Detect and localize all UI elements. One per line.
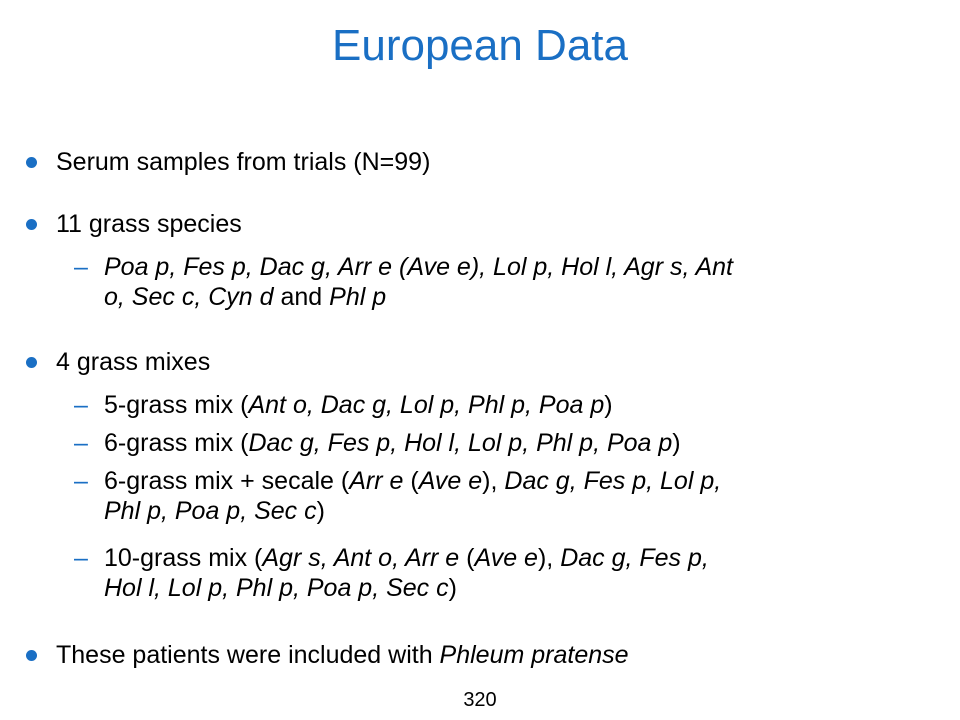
- dash-bullet-icon: –: [74, 429, 88, 457]
- bullet-text: 11 grass species: [56, 209, 242, 239]
- sub-bullet-line: Phl p, Poa p, Sec c): [104, 496, 721, 526]
- italic-text-segment: o, Sec c, Cyn d: [104, 283, 274, 311]
- dash-bullet-icon: –: [74, 467, 88, 495]
- text-segment: and: [273, 283, 330, 311]
- slide-title: European Data: [332, 21, 628, 70]
- italic-text-segment: Ave e: [418, 467, 483, 495]
- text-segment: ): [604, 391, 613, 419]
- dash-bullet-icon: –: [74, 391, 88, 419]
- dash-bullet-icon: –: [74, 544, 88, 572]
- italic-text-segment: Ave e: [474, 544, 538, 572]
- sub-bullet-text: 5-grass mix (Ant o, Dac g, Lol p, Phl p,…: [104, 390, 613, 420]
- sub-bullet-line: 6-grass mix (Dac g, Fes p, Hol l, Lol p,…: [104, 428, 681, 458]
- sub-bullet-line: 5-grass mix (Ant o, Dac g, Lol p, Phl p,…: [104, 390, 613, 420]
- text-segment: 10-grass mix (: [104, 544, 263, 572]
- sub-bullet-line: 10-grass mix (Agr s, Ant o, Arr e (Ave e…: [104, 543, 709, 573]
- bullet-dot-icon: [26, 357, 37, 368]
- italic-text-segment: Hol l, Lol p, Phl p, Poa p, Sec c: [104, 574, 449, 602]
- sub-bullet-text: 10-grass mix (Agr s, Ant o, Arr e (Ave e…: [104, 543, 709, 603]
- italic-text-segment: Poa p, Fes p, Dac g, Arr e (Ave e), Lol …: [104, 253, 733, 281]
- sub-bullet-line: o, Sec c, Cyn d and Phl p: [104, 282, 733, 312]
- italic-text-segment: Phl p: [329, 283, 387, 311]
- text-segment: (: [403, 467, 419, 495]
- page-number: 320: [463, 689, 497, 711]
- text-segment: (: [459, 544, 475, 572]
- italic-text-segment: Dac g, Fes p,: [560, 544, 709, 572]
- italic-text-segment: Phl p, Poa p, Sec c: [104, 497, 317, 525]
- italic-text-segment: Arr e: [349, 467, 404, 495]
- bullet-text: These patients were included with Phleum…: [56, 640, 629, 670]
- text-segment: 5-grass mix (: [104, 391, 249, 419]
- dash-bullet-icon: –: [74, 253, 88, 281]
- bullet-dot-icon: [26, 157, 37, 168]
- bullet-text: Serum samples from trials (N=99): [56, 147, 430, 177]
- text-segment: ),: [537, 544, 561, 572]
- italic-text-segment: Dac g, Fes p, Hol l, Lol p, Phl p, Poa p: [248, 429, 673, 457]
- text-segment: 6-grass mix + secale (: [104, 467, 350, 495]
- bullet-dot-icon: [26, 650, 37, 661]
- text-segment: ): [316, 497, 325, 525]
- italic-text-segment: Ant o, Dac g, Lol p, Phl p, Poa p: [248, 391, 605, 419]
- text-segment: These patients were included with: [56, 641, 440, 669]
- text-segment: ): [672, 429, 681, 457]
- sub-bullet-line: Poa p, Fes p, Dac g, Arr e (Ave e), Lol …: [104, 252, 733, 282]
- bullet-dot-icon: [26, 219, 37, 230]
- sub-bullet-line: Hol l, Lol p, Phl p, Poa p, Sec c): [104, 573, 709, 603]
- italic-text-segment: Phleum pratense: [439, 641, 629, 669]
- text-segment: 6-grass mix (: [104, 429, 249, 457]
- italic-text-segment: Dac g, Fes p, Lol p,: [504, 467, 722, 495]
- bullet-text: 4 grass mixes: [56, 347, 210, 377]
- text-segment: 11 grass species: [56, 210, 242, 238]
- text-segment: ): [448, 574, 457, 602]
- sub-bullet-text: Poa p, Fes p, Dac g, Arr e (Ave e), Lol …: [104, 252, 733, 312]
- text-segment: 4 grass mixes: [56, 348, 211, 376]
- sub-bullet-text: 6-grass mix + secale (Arr e (Ave e), Dac…: [104, 466, 721, 526]
- text-segment: Serum samples from trials (N=99): [56, 148, 431, 176]
- sub-bullet-line: 6-grass mix + secale (Arr e (Ave e), Dac…: [104, 466, 721, 496]
- italic-text-segment: Agr s, Ant o, Arr e: [262, 544, 460, 572]
- sub-bullet-text: 6-grass mix (Dac g, Fes p, Hol l, Lol p,…: [104, 428, 681, 458]
- text-segment: ),: [482, 467, 505, 495]
